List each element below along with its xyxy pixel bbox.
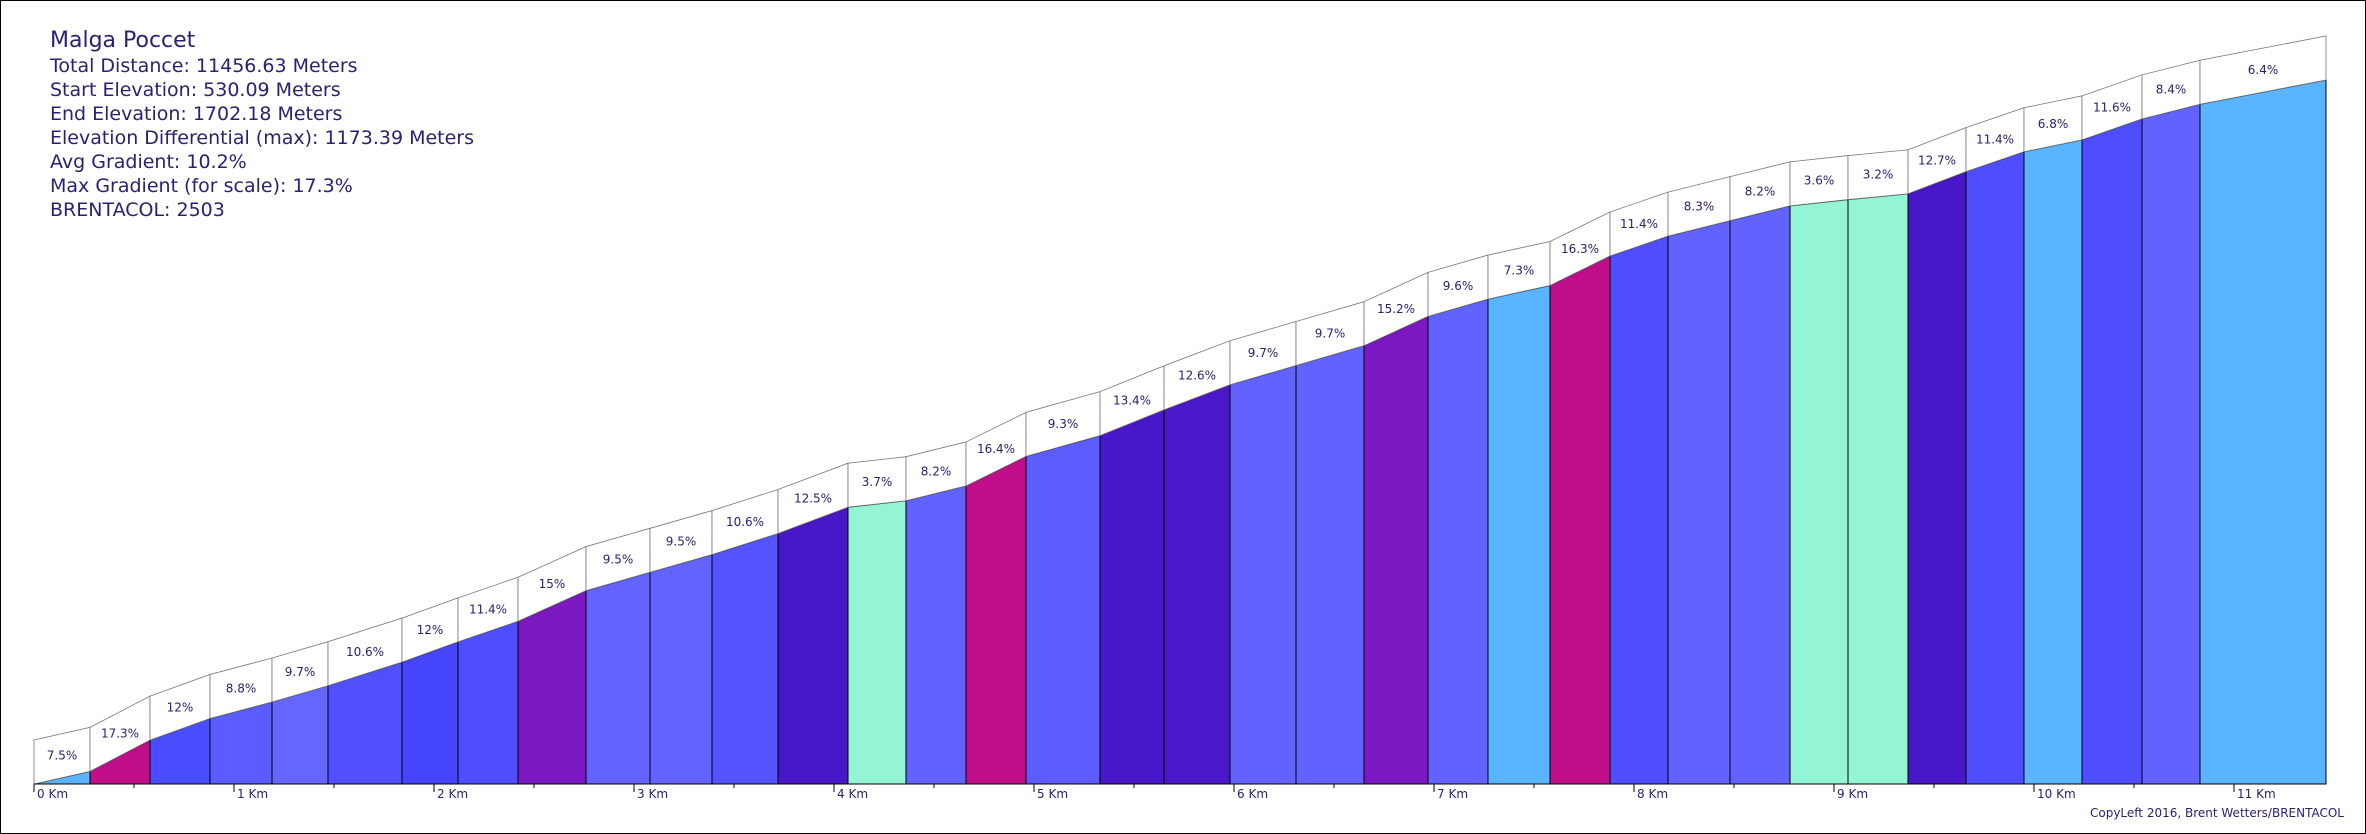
- gradient-segment: [1965, 151, 2025, 785]
- gradient-label: 9.5%: [603, 552, 634, 566]
- avg-gradient: Avg Gradient: 10.2%: [50, 151, 247, 173]
- gradient-label: 10.6%: [346, 645, 384, 659]
- x-tick-label: 0 Km: [37, 787, 68, 801]
- gradient-label: 11.6%: [2093, 100, 2131, 114]
- x-tick-label: 9 Km: [1837, 787, 1868, 801]
- total-distance: Total Distance: 11456.63 Meters: [50, 55, 358, 77]
- gradient-label: 11.4%: [1976, 133, 2014, 147]
- gradient-label: 8.8%: [226, 681, 257, 695]
- x-tick-label: 2 Km: [437, 787, 468, 801]
- gradient-label: 6.8%: [2038, 117, 2069, 131]
- gradient-label: 6.4%: [2248, 63, 2279, 77]
- x-tick-label: 3 Km: [637, 787, 668, 801]
- gradient-segment: [1163, 384, 1231, 785]
- gradient-label: 12%: [417, 623, 444, 637]
- gradient-segment: [1609, 235, 1669, 785]
- gradient-segment: [649, 553, 713, 785]
- end-elevation: End Elevation: 1702.18 Meters: [50, 103, 343, 125]
- gradient-segment: [1363, 315, 1429, 785]
- gradient-label: 3.2%: [1863, 168, 1894, 182]
- gradient-label: 13.4%: [1113, 394, 1151, 408]
- gradient-label: 12.5%: [794, 491, 832, 505]
- gradient-segment: [1729, 205, 1791, 785]
- gradient-segment: [711, 532, 779, 785]
- gradient-segment: [965, 455, 1027, 785]
- gradient-label: 15%: [539, 577, 566, 591]
- gradient-label: 8.4%: [2156, 83, 2187, 97]
- gradient-label: 3.6%: [1804, 174, 1835, 188]
- gradient-segment: [2199, 79, 2327, 785]
- gradient-segment: [1907, 170, 1967, 785]
- x-tick-label: 10 Km: [2037, 787, 2076, 801]
- x-tick-label: 8 Km: [1637, 787, 1668, 801]
- x-tick-label: 5 Km: [1037, 787, 1068, 801]
- gradient-segment: [1427, 298, 1489, 785]
- gradient-segment: [2141, 103, 2201, 785]
- gradient-label: 15.2%: [1377, 302, 1415, 316]
- brentacol-index: BRENTACOL: 2503: [50, 199, 225, 221]
- gradient-label: 7.5%: [47, 749, 78, 763]
- x-tick-label: 11 Km: [2237, 787, 2276, 801]
- gradient-label: 9.7%: [1315, 327, 1346, 341]
- gradient-label: 10.6%: [726, 515, 764, 529]
- gradient-segment: [1667, 220, 1731, 785]
- gradient-label: 9.5%: [666, 534, 697, 548]
- gradient-label: 11.4%: [469, 603, 507, 617]
- gradient-segment: [905, 485, 967, 785]
- max-gradient: Max Gradient (for scale): 17.3%: [50, 175, 353, 197]
- gradient-segment: [271, 685, 329, 785]
- gradient-label: 9.7%: [285, 665, 316, 679]
- x-tick-label: 4 Km: [837, 787, 868, 801]
- x-tick-label: 1 Km: [237, 787, 268, 801]
- gradient-label: 8.2%: [1745, 184, 1776, 198]
- gradient-label: 9.3%: [1048, 417, 1079, 431]
- gradient-label: 9.7%: [1248, 346, 1279, 360]
- gradient-segment: [2023, 139, 2083, 785]
- gradient-label: 16.4%: [977, 442, 1015, 456]
- copyright: CopyLeft 2016, Brent Wetters/BRENTACOL: [2089, 806, 2344, 820]
- gradient-label: 12%: [167, 700, 194, 714]
- gradient-label: 7.3%: [1504, 263, 1535, 277]
- gradient-label: 17.3%: [101, 727, 139, 741]
- gradient-label: 12.6%: [1178, 368, 1216, 382]
- climb-title: Malga Poccet: [50, 28, 196, 53]
- gradient-segment: [517, 589, 587, 785]
- gradient-label: 16.3%: [1561, 242, 1599, 256]
- gradient-segment: [1487, 284, 1551, 785]
- x-tick-label: 7 Km: [1437, 787, 1468, 801]
- gradient-segment: [585, 571, 651, 785]
- gradient-label: 11.4%: [1620, 217, 1658, 231]
- info-panel: Malga Poccet Total Distance: 11456.63 Me…: [50, 28, 474, 222]
- gradient-segment: [1025, 434, 1101, 785]
- gradient-segment: [777, 506, 849, 785]
- gradient-label: 3.7%: [862, 475, 893, 489]
- gradient-segment: [1789, 199, 1849, 785]
- start-elevation: Start Elevation: 530.09 Meters: [50, 79, 341, 101]
- gradient-label: 8.3%: [1684, 199, 1715, 213]
- gradient-label: 12.7%: [1918, 154, 1956, 168]
- gradient-label: 9.6%: [1443, 279, 1474, 293]
- gradient-segment: [1847, 193, 1909, 785]
- gradient-segment: [1549, 255, 1611, 785]
- gradient-segment: [1099, 409, 1165, 785]
- gradient-segment: [1229, 364, 1297, 785]
- gradient-label: 8.2%: [921, 464, 952, 478]
- gradient-label-band: [2199, 35, 2327, 105]
- gradient-segment: [2081, 118, 2143, 785]
- elevation-differential: Elevation Differential (max): 1173.39 Me…: [50, 127, 475, 149]
- gradient-segment: [847, 500, 907, 785]
- gradient-segment: [401, 641, 459, 785]
- gradient-segment: [1295, 345, 1365, 785]
- x-tick-label: 6 Km: [1237, 787, 1268, 801]
- gradient-segment: [457, 620, 519, 785]
